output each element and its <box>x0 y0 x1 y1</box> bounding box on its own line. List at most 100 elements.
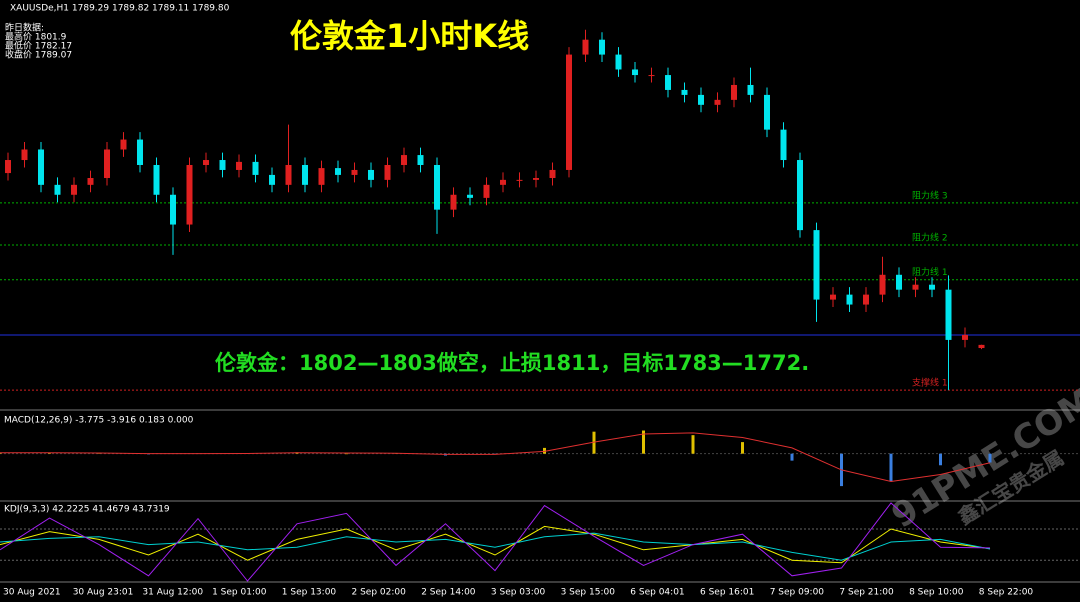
x-tick-label: 6 Sep 16:01 <box>700 588 754 598</box>
macd-bar <box>939 453 942 466</box>
candle-body <box>879 274 886 295</box>
candle-body <box>401 155 407 165</box>
candle-body <box>170 194 176 225</box>
candle-body <box>599 39 605 55</box>
signal-line <box>0 432 991 482</box>
candle-body <box>285 164 292 185</box>
candle-body <box>71 184 77 195</box>
x-tick-label: 1 Sep 01:00 <box>212 588 267 598</box>
x-tick-label: 30 Aug 23:01 <box>73 588 134 598</box>
macd-bar <box>790 453 794 461</box>
candle-body <box>533 178 539 180</box>
candle-body <box>912 284 919 290</box>
macd-bar <box>345 453 348 455</box>
kdj-line <box>0 502 991 582</box>
macd-bar <box>889 453 893 482</box>
candle-body <box>549 169 556 179</box>
x-tick-label: 2 Sep 14:00 <box>421 588 476 598</box>
candle-body <box>434 164 440 210</box>
x-tick-label: 30 Aug 2021 <box>3 588 61 598</box>
candle-body <box>780 129 787 161</box>
info-line: 最高价 1801.9 <box>5 31 67 43</box>
candle-body <box>747 84 754 95</box>
kdj-header: KDJ(9,3,3) 42.2225 41.4679 43.7319 <box>4 505 170 515</box>
candle-body <box>648 75 655 77</box>
candle-body <box>632 69 638 76</box>
x-tick-label: 6 Sep 04:01 <box>630 588 684 598</box>
info-line: 昨日数据: <box>5 22 44 34</box>
candle-body <box>714 99 721 105</box>
candle-body <box>516 179 523 181</box>
candle-body <box>500 179 506 185</box>
x-tick-label: 8 Sep 22:00 <box>979 588 1034 598</box>
x-tick-label: 7 Sep 09:00 <box>770 588 825 598</box>
macd-bar <box>642 430 645 454</box>
candle-body <box>120 139 127 150</box>
candle-body <box>38 149 44 185</box>
macd-bar <box>543 447 546 454</box>
candle-body <box>698 94 704 105</box>
candle-body <box>384 164 391 180</box>
macd-header: MACD(12,26,9) -3.775 -3.916 0.183 0.000 <box>4 416 194 426</box>
level-label: 阻力线 2 <box>912 232 948 244</box>
candle-body <box>203 160 209 165</box>
candle-body <box>929 284 935 290</box>
candle-body <box>615 54 622 70</box>
x-tick-label: 31 Aug 12:00 <box>142 588 203 598</box>
symbol-header: XAUUSDe,H1 1789.29 1789.82 1789.11 1789.… <box>10 4 230 14</box>
candle-body <box>153 164 160 195</box>
level-label: 阻力线 1 <box>912 266 948 278</box>
macd-bar <box>592 431 596 454</box>
candle-body <box>54 184 61 195</box>
candle-body <box>764 94 770 130</box>
candle-body <box>797 160 803 231</box>
candle-body <box>417 155 424 165</box>
macd-bar <box>48 452 51 454</box>
candle-body <box>21 149 28 161</box>
candle-body <box>962 334 968 340</box>
x-tick-label: 1 Sep 13:00 <box>282 588 337 598</box>
level-label: 阻力线 3 <box>912 189 948 201</box>
macd-bar <box>691 435 695 454</box>
candle-body <box>302 164 308 185</box>
candle-body <box>483 184 490 198</box>
candle-body <box>219 160 226 170</box>
x-tick-label: 3 Sep 15:00 <box>561 588 616 598</box>
x-tick-label: 8 Sep 10:00 <box>909 588 964 598</box>
candle-body <box>137 139 143 165</box>
candle-body <box>846 294 853 305</box>
info-line: 最低价 1782.17 <box>5 40 72 52</box>
candle-body <box>945 289 952 340</box>
candle-body <box>467 194 473 198</box>
candle-body <box>318 168 325 185</box>
chart-title: 伦敦金1小时K线 <box>290 17 529 55</box>
level-label: 支撑线 1 <box>912 377 948 389</box>
candle-body <box>863 294 869 305</box>
x-tick-label: 2 Sep 02:00 <box>352 588 407 598</box>
candle-body <box>5 160 11 174</box>
candle-body <box>368 169 374 180</box>
candle-body <box>335 168 341 175</box>
info-line: 收盘价 1789.07 <box>5 49 72 61</box>
candle-body <box>87 178 94 185</box>
kdj-line <box>0 532 991 561</box>
candle-body <box>978 344 985 349</box>
candle-body <box>252 161 259 175</box>
kdj-line <box>0 525 991 564</box>
candle-body <box>830 294 836 300</box>
macd-bar <box>741 442 744 454</box>
candle-body <box>896 274 902 290</box>
candle-body <box>665 75 671 90</box>
macd-bar <box>988 453 992 463</box>
annotation: 伦敦金：1802—1803做空，止损1811，目标1783—1772. <box>215 351 809 375</box>
candle-body <box>731 84 737 100</box>
x-tick-label: 3 Sep 03:00 <box>491 588 546 598</box>
candle-body <box>566 54 572 170</box>
candle-body <box>582 39 589 55</box>
candle-body <box>186 164 193 225</box>
candle-body <box>681 89 688 95</box>
candle-body <box>104 149 110 179</box>
candle-body <box>450 194 457 210</box>
